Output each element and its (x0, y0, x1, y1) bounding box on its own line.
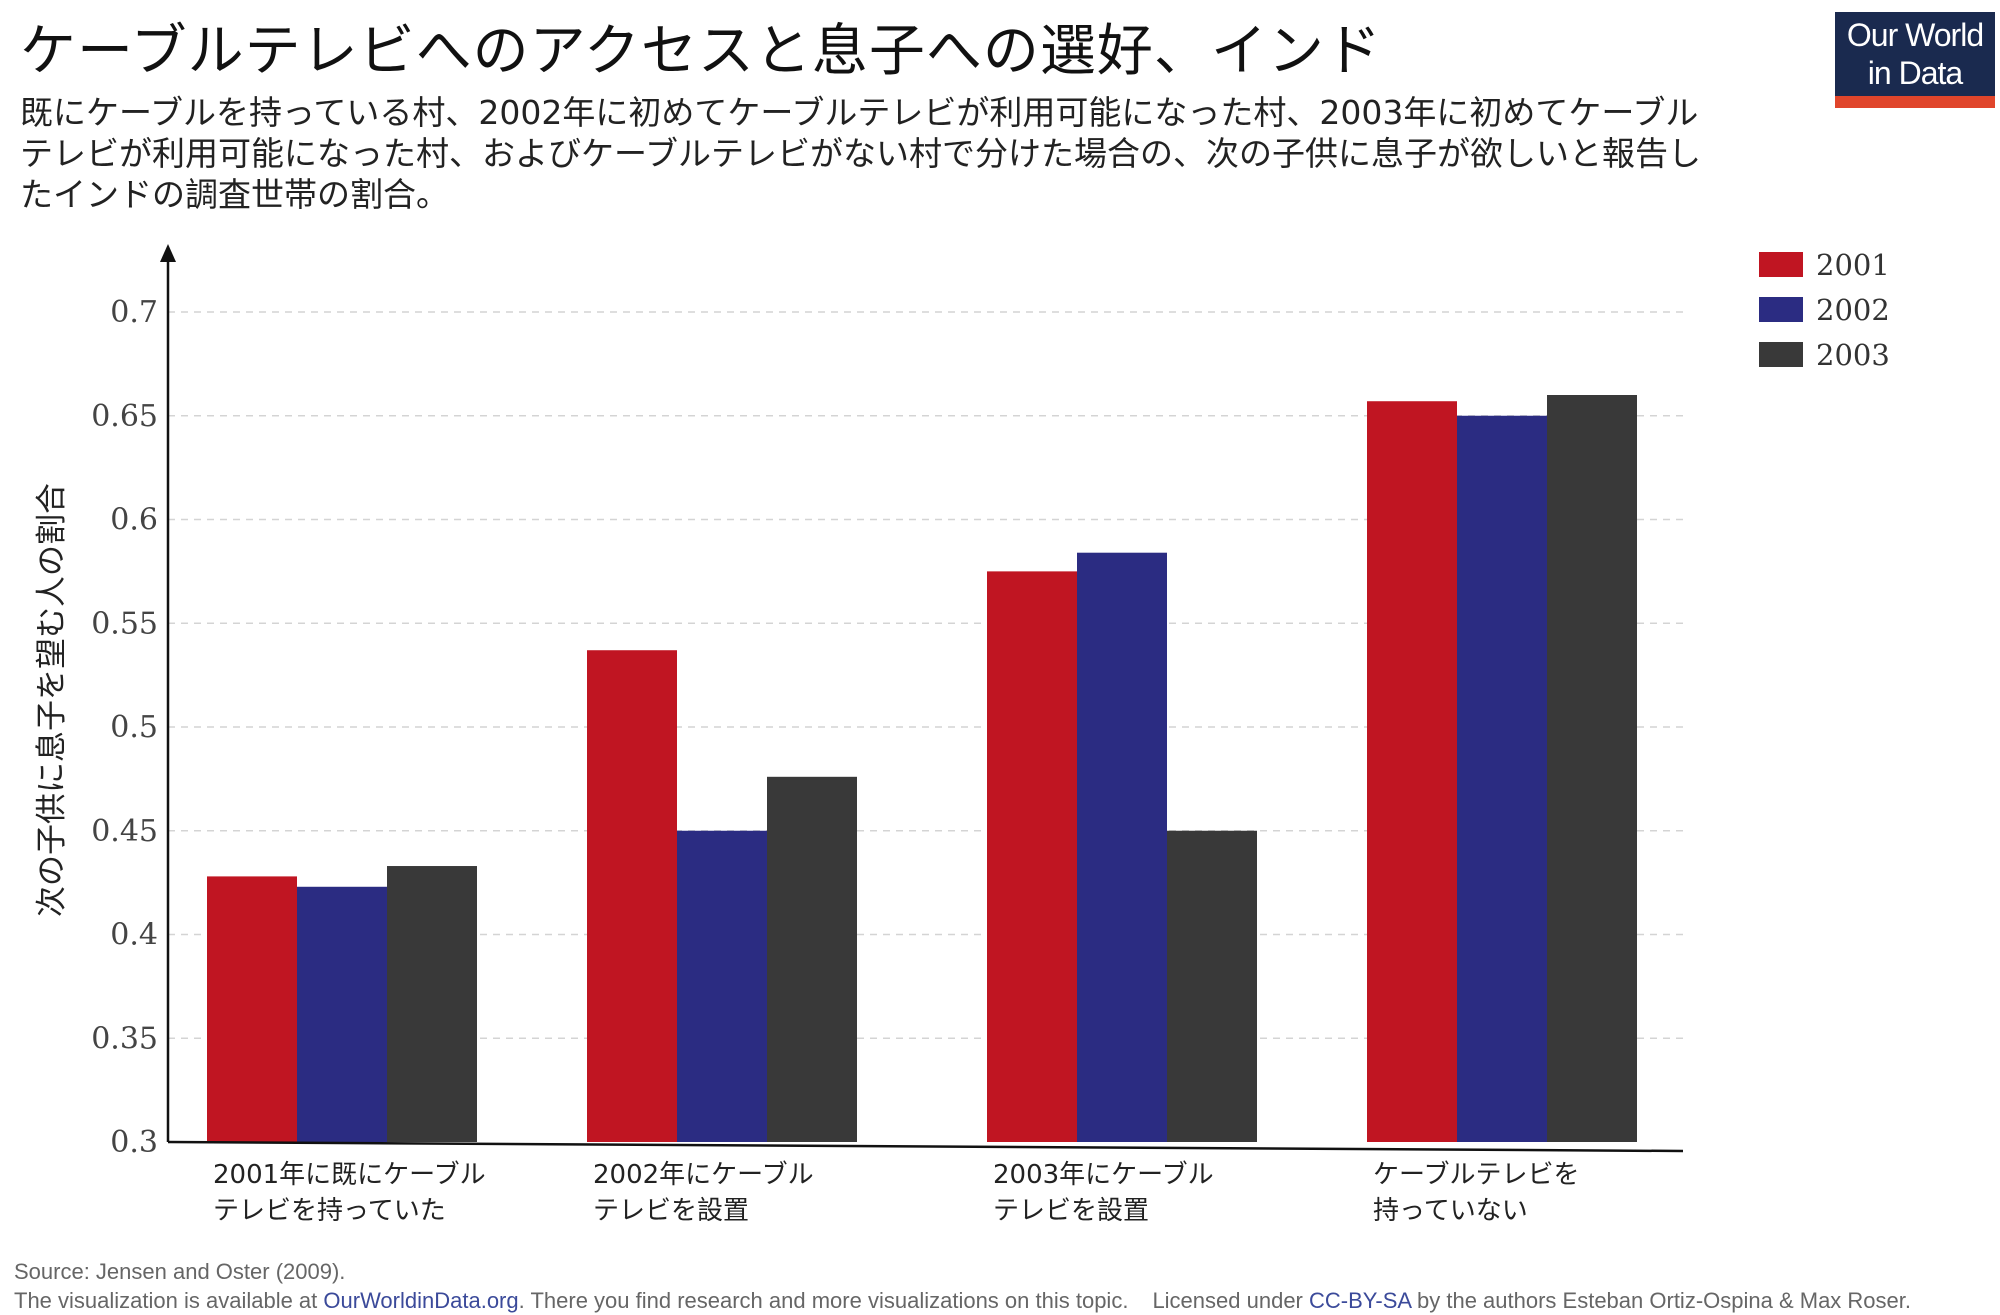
bar-chart: 0.3 0.35 0.4 0.45 0.5 0.55 0.6 0.65 0.7 2001年に既に… (34, 244, 1890, 1226)
footer-license-prefix: Licensed under (1152, 1288, 1309, 1313)
y-tick-label: 0.4 (110, 918, 158, 953)
y-axis-arrow-icon (160, 244, 176, 262)
footer-source: Source: Jensen and Oster (2009). (14, 1259, 346, 1284)
y-tick-label: 0.5 (110, 710, 158, 745)
category-label: ケーブルテレビを (1373, 1160, 1579, 1190)
owid-logo[interactable]: Our World in Data (1835, 12, 1995, 108)
footer: Source: Jensen and Oster (2009). The vis… (14, 1257, 1911, 1315)
x-axis-line (167, 1140, 1684, 1153)
legend: 2001 2002 2003 (1759, 248, 1890, 372)
category-labels: 2001年に既にケーブルテレビを持っていた2002年にケーブルテレビを設置200… (213, 1160, 1579, 1226)
footer-vis-prefix: The visualization is available at (14, 1288, 324, 1313)
category-label: 持っていない (1373, 1196, 1528, 1226)
y-tick-label: 0.45 (91, 814, 158, 849)
footer-license-suffix: by the authors Esteban Ortiz-Ospina & Ma… (1410, 1288, 1912, 1313)
legend-label-2002: 2002 (1816, 293, 1890, 327)
y-tick-label: 0.55 (91, 606, 158, 641)
chart-title: ケーブルテレビへのアクセスと息子への選好、インド (20, 19, 1382, 84)
category-label: 2003年にケーブル (993, 1160, 1214, 1190)
legend-label-2003: 2003 (1816, 338, 1890, 372)
legend-swatch-2003 (1759, 342, 1803, 367)
bar-2001-cat-3 (987, 571, 1077, 1142)
legend-label-2001: 2001 (1816, 248, 1890, 282)
bar-2003-cat-1 (387, 866, 477, 1142)
category-label: 2001年に既にケーブル (213, 1160, 486, 1190)
footer-vis-suffix: . There you find research and more visua… (518, 1288, 1129, 1313)
y-tick-label: 0.35 (91, 1021, 158, 1056)
bar-2003-cat-2 (767, 776, 857, 1142)
bar-2003-cat-4 (1547, 395, 1637, 1142)
logo-line-1: Our World (1846, 17, 1984, 53)
chart-subtitle: 既にケーブルを持っている村、2002年に初めてケーブルテレビが利用可能になった村… (20, 93, 1702, 214)
license-link[interactable]: CC-BY-SA (1309, 1288, 1411, 1313)
y-axis-label: 次の子供に息子を望む人の割合 (34, 483, 70, 917)
bar-2002-cat-3 (1077, 552, 1167, 1142)
footer-info: The visualization is available at OurWor… (14, 1286, 1911, 1315)
bar-2001-cat-4 (1367, 401, 1457, 1143)
legend-swatch-2001 (1759, 252, 1803, 277)
bars (207, 395, 1637, 1143)
y-tick-label: 0.7 (110, 295, 158, 330)
y-tick-label: 0.6 (110, 503, 158, 538)
axes (160, 244, 1684, 1153)
y-tick-label: 0.65 (91, 399, 158, 434)
bar-2002-cat-2 (677, 830, 767, 1142)
bar-2002-cat-4 (1457, 415, 1547, 1142)
category-label: テレビを設置 (993, 1196, 1149, 1226)
category-label: テレビを設置 (593, 1196, 749, 1226)
category-label: 2002年にケーブル (593, 1160, 814, 1190)
owid-link[interactable]: OurWorldinData.org (323, 1288, 519, 1313)
bar-2001-cat-1 (207, 876, 297, 1142)
y-tick-label: 0.3 (110, 1125, 158, 1160)
legend-swatch-2002 (1759, 297, 1803, 322)
bar-2002-cat-1 (297, 886, 387, 1142)
category-label: テレビを持っていた (213, 1196, 446, 1226)
y-tick-labels: 0.3 0.35 0.4 0.45 0.5 0.55 0.6 0.65 0.7 (91, 295, 158, 1160)
bar-2003-cat-3 (1167, 830, 1257, 1142)
logo-line-2: in Data (1867, 55, 1963, 91)
bar-2001-cat-2 (587, 650, 677, 1142)
